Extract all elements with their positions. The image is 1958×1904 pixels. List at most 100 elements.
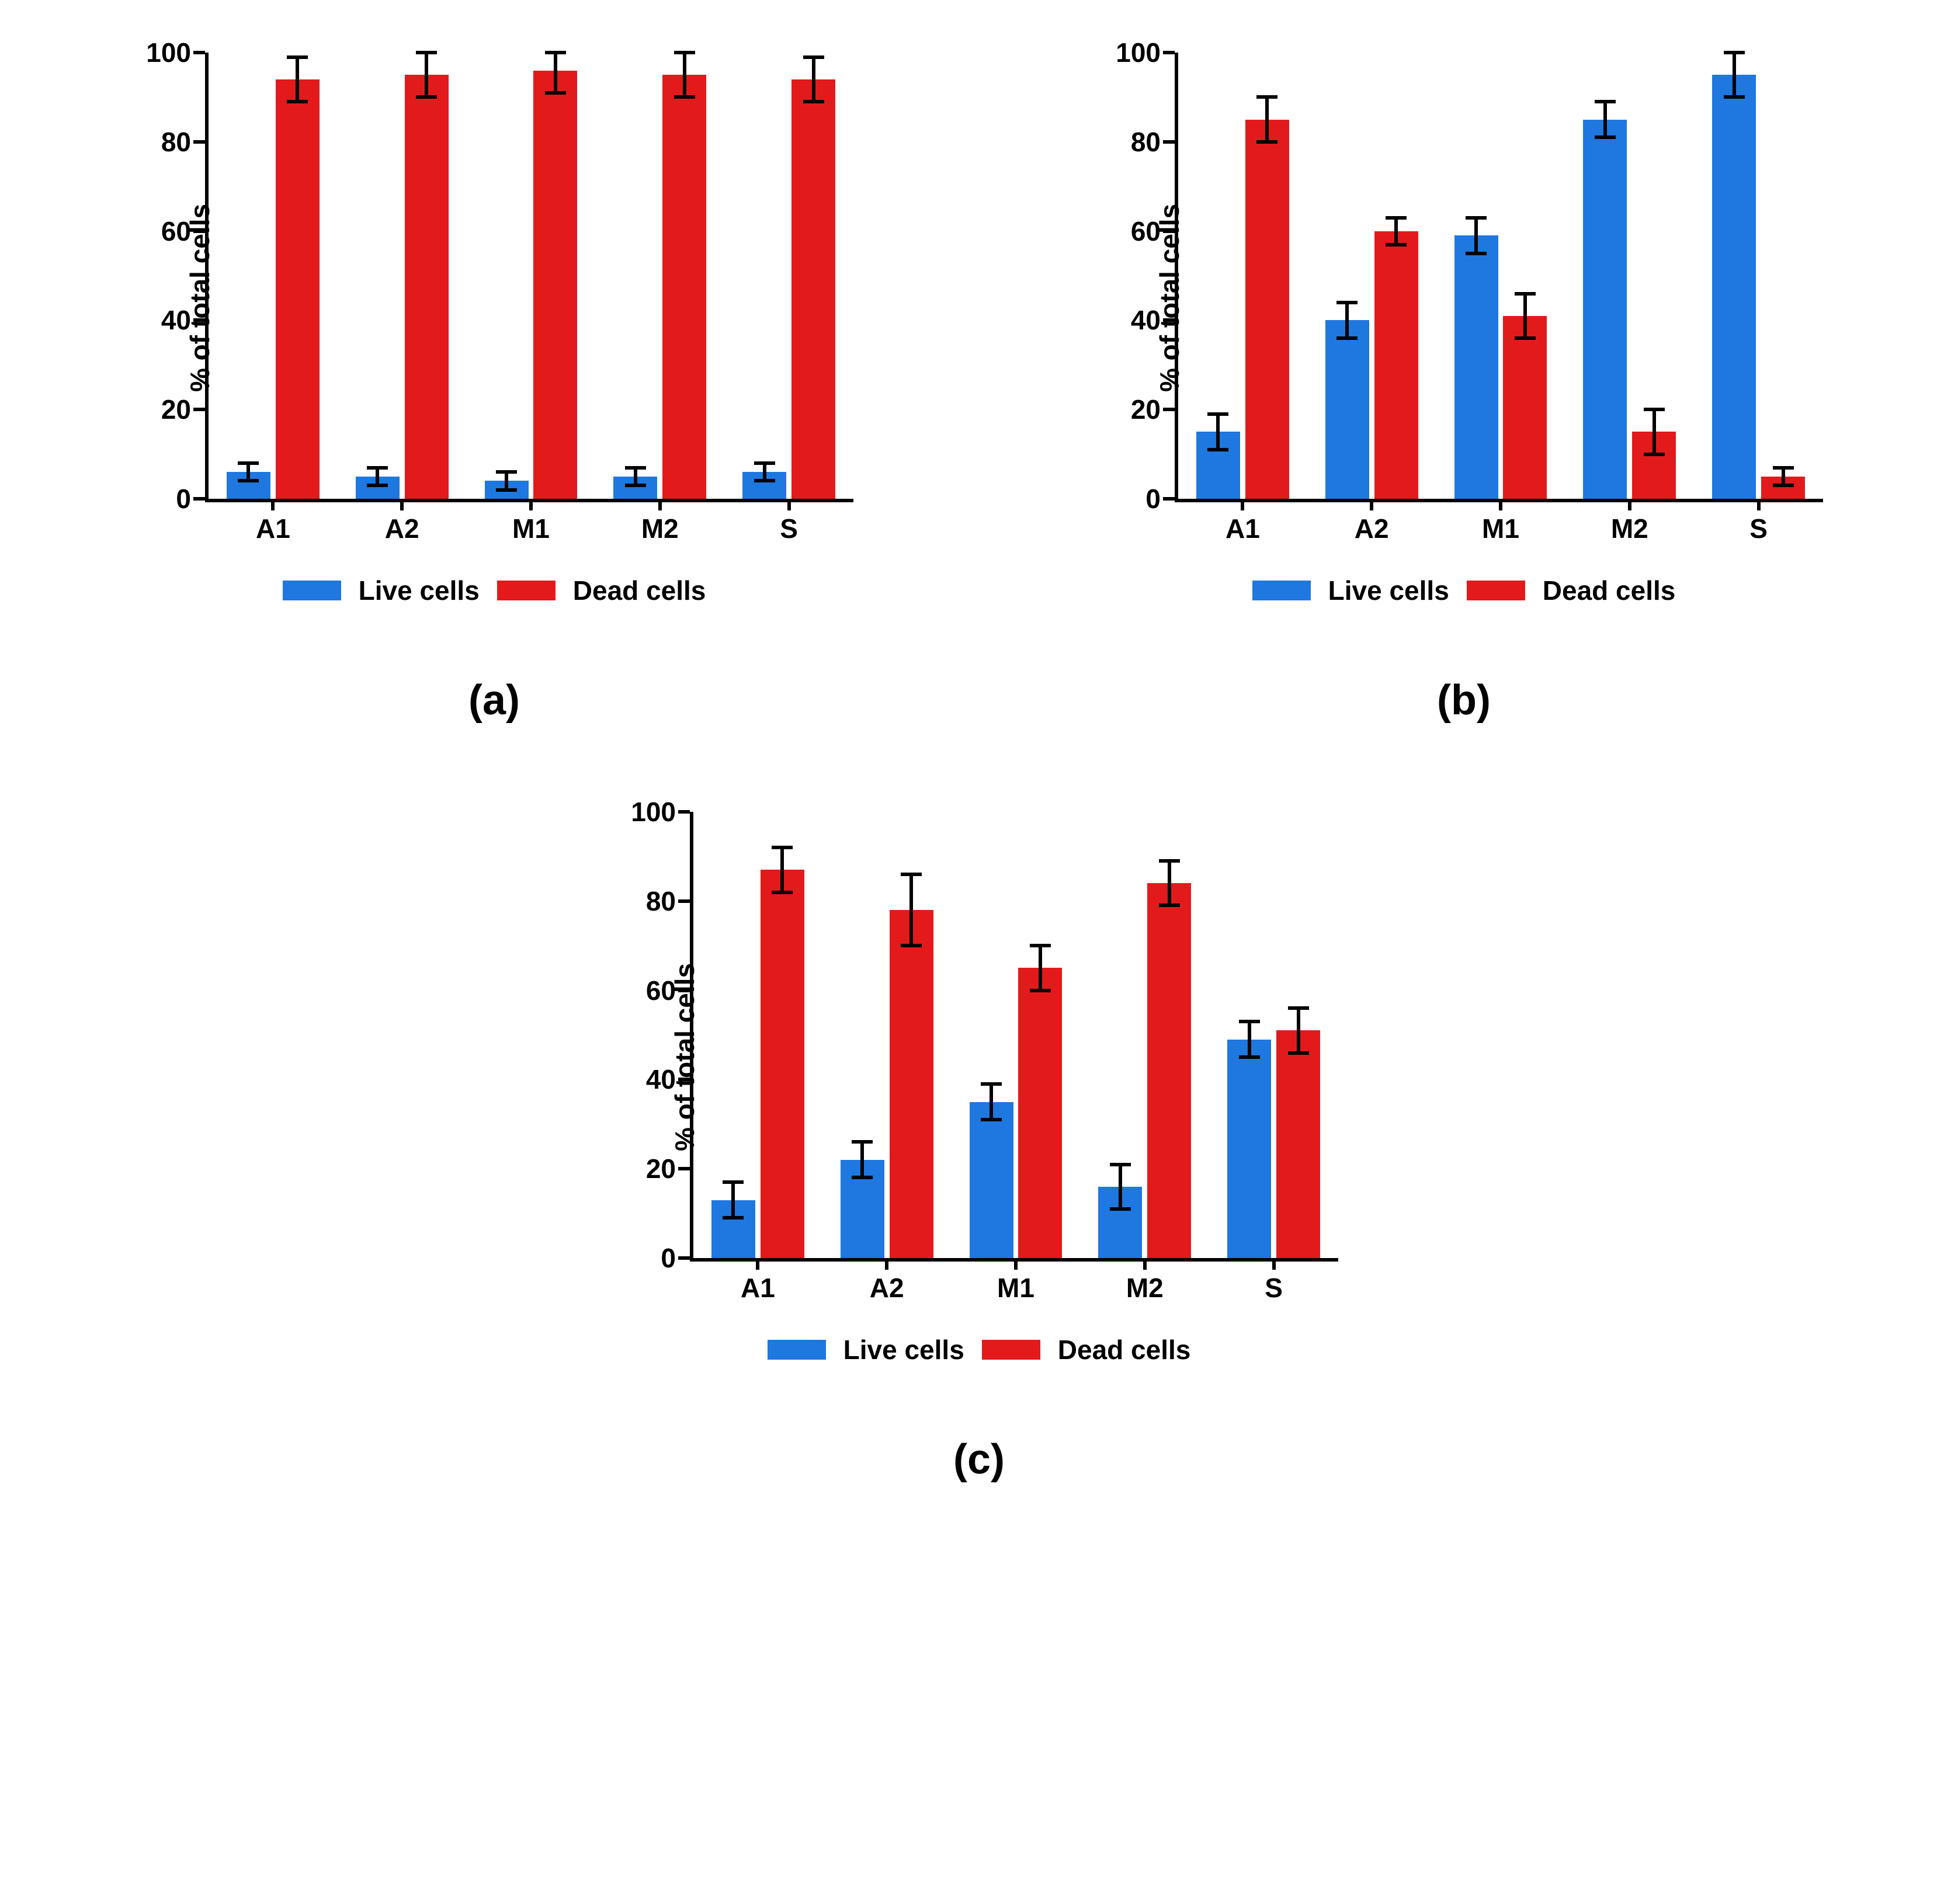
error-bar-cap bbox=[1466, 252, 1487, 255]
error-bar-stem bbox=[990, 1084, 993, 1120]
y-tick bbox=[1163, 318, 1175, 322]
x-tick-label: A1 bbox=[1226, 513, 1260, 544]
panel-a-chart: % of total cells020406080100A1A2M1M2S bbox=[100, 35, 888, 561]
error-bar-cap bbox=[981, 1118, 1002, 1121]
error-bar-stem bbox=[1297, 1008, 1300, 1052]
error-bar-cap bbox=[1644, 453, 1665, 456]
bar-dead bbox=[1245, 120, 1289, 499]
error-bar-cap bbox=[1030, 944, 1051, 947]
error-bar-cap bbox=[1110, 1207, 1131, 1211]
y-tick bbox=[193, 51, 205, 54]
y-tick-label: 40 bbox=[161, 304, 191, 336]
bar-dead bbox=[1276, 1030, 1320, 1258]
error-bar-cap bbox=[1336, 301, 1358, 304]
error-bar-stem bbox=[731, 1182, 735, 1218]
error-bar-stem bbox=[683, 53, 686, 97]
error-bar-cap bbox=[1239, 1020, 1260, 1023]
y-tick-label: 0 bbox=[1145, 483, 1161, 515]
legend-swatch-live bbox=[768, 1340, 826, 1360]
bar-dead bbox=[1374, 231, 1418, 499]
error-bar-cap bbox=[1159, 904, 1180, 907]
error-bar-stem bbox=[1733, 53, 1736, 97]
error-bar-stem bbox=[1265, 97, 1269, 141]
error-bar-cap bbox=[1159, 859, 1180, 863]
panel-b-legend: Live cells Dead cells bbox=[1252, 575, 1676, 606]
plot-area: 020406080100A1A2M1M2S bbox=[690, 812, 1338, 1262]
bar-dead bbox=[276, 79, 320, 499]
x-tick bbox=[658, 499, 662, 510]
error-bar-stem bbox=[763, 463, 766, 481]
y-tick bbox=[193, 408, 205, 411]
error-bar-cap bbox=[367, 484, 388, 487]
error-bar-cap bbox=[1724, 95, 1745, 99]
legend-label-live: Live cells bbox=[359, 575, 480, 606]
error-bar-cap bbox=[1644, 408, 1665, 411]
y-tick bbox=[193, 230, 205, 233]
bar-dead bbox=[533, 71, 577, 499]
plot-area: 020406080100A1A2M1M2S bbox=[205, 53, 853, 502]
y-tick-label: 60 bbox=[646, 975, 676, 1006]
error-bar-cap bbox=[1207, 448, 1228, 451]
error-bar-stem bbox=[554, 53, 557, 93]
bar-live bbox=[1454, 235, 1498, 499]
error-bar-cap bbox=[1466, 216, 1487, 220]
y-tick-label: 20 bbox=[161, 394, 191, 425]
error-bar-cap bbox=[1336, 336, 1358, 340]
x-tick bbox=[400, 499, 404, 510]
y-tick-label: 100 bbox=[631, 796, 676, 828]
error-bar-stem bbox=[505, 472, 508, 490]
error-bar-cap bbox=[723, 1216, 744, 1219]
legend-swatch-live bbox=[1252, 581, 1311, 600]
error-bar-stem bbox=[1603, 102, 1607, 137]
x-tick-label: A2 bbox=[1355, 513, 1389, 544]
bar-live bbox=[1325, 320, 1369, 499]
error-bar-cap bbox=[416, 51, 437, 54]
error-bar-cap bbox=[545, 51, 566, 54]
error-bar-cap bbox=[803, 55, 824, 59]
error-bar-cap bbox=[901, 873, 922, 876]
plot-area: 020406080100A1A2M1M2S bbox=[1175, 53, 1823, 502]
error-bar-stem bbox=[296, 57, 299, 102]
y-tick-label: 100 bbox=[146, 37, 191, 68]
error-bar-cap bbox=[754, 461, 775, 465]
y-tick-label: 40 bbox=[646, 1064, 676, 1095]
y-tick bbox=[678, 899, 690, 903]
bar-dead bbox=[1018, 968, 1062, 1258]
error-bar-cap bbox=[1773, 484, 1794, 487]
y-tick-label: 80 bbox=[161, 126, 191, 158]
error-bar-stem bbox=[634, 468, 637, 486]
error-bar-cap bbox=[1288, 1006, 1309, 1010]
legend-label-dead: Dead cells bbox=[1543, 575, 1676, 606]
y-tick-label: 80 bbox=[1131, 126, 1161, 158]
legend-label-live: Live cells bbox=[1328, 575, 1449, 606]
bar-dead bbox=[1503, 316, 1547, 499]
error-bar-cap bbox=[674, 95, 695, 99]
bar-dead bbox=[405, 75, 449, 499]
y-tick bbox=[193, 140, 205, 144]
error-bar-cap bbox=[496, 488, 517, 492]
error-bar-cap bbox=[287, 100, 308, 103]
x-tick bbox=[1757, 499, 1761, 510]
bar-dead bbox=[791, 79, 835, 499]
bar-dead bbox=[890, 910, 933, 1258]
x-tick-label: A1 bbox=[741, 1272, 775, 1304]
error-bar-cap bbox=[772, 846, 793, 849]
error-bar-stem bbox=[1394, 218, 1398, 245]
y-tick bbox=[678, 810, 690, 814]
error-bar-stem bbox=[812, 57, 815, 102]
error-bar-cap bbox=[1207, 412, 1228, 416]
error-bar-stem bbox=[1345, 303, 1349, 338]
y-tick-label: 60 bbox=[1131, 216, 1161, 247]
legend-label-dead: Dead cells bbox=[1058, 1334, 1191, 1366]
error-bar-stem bbox=[425, 53, 428, 97]
error-bar-cap bbox=[1595, 100, 1616, 103]
y-tick bbox=[1163, 230, 1175, 233]
error-bar-stem bbox=[1216, 414, 1220, 450]
x-tick bbox=[1143, 1258, 1147, 1270]
error-bar-stem bbox=[376, 468, 379, 486]
y-tick bbox=[1163, 408, 1175, 411]
x-tick bbox=[271, 499, 275, 510]
y-tick-label: 20 bbox=[1131, 394, 1161, 425]
y-tick-label: 60 bbox=[161, 216, 191, 247]
error-bar-cap bbox=[772, 891, 793, 894]
